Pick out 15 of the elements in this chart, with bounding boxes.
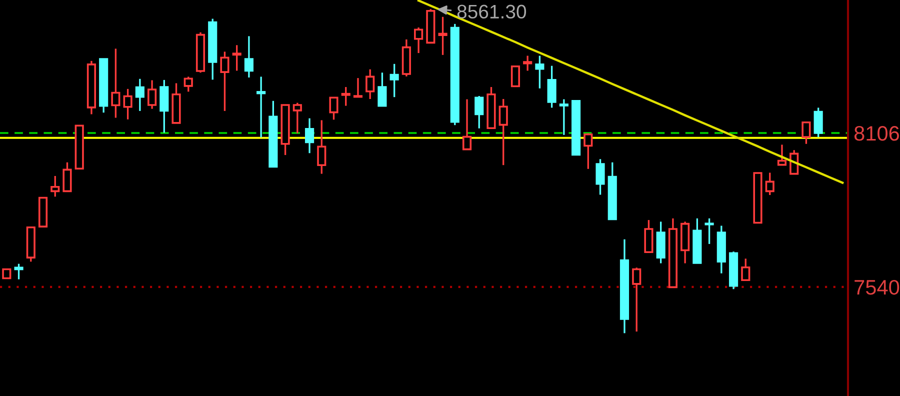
candlestick (390, 63, 399, 98)
y-tick-label: 8106 (854, 126, 899, 141)
y-tick-label: 7540 (854, 280, 900, 295)
candlestick (438, 16, 448, 56)
candlestick (147, 79, 157, 110)
candlestick (135, 78, 144, 112)
candlestick (559, 98, 568, 136)
candlestick (111, 48, 120, 119)
candlestick (523, 54, 532, 72)
candlestick (620, 238, 630, 334)
candlestick (244, 35, 254, 78)
candlestick (256, 76, 266, 138)
annotation: 8561.30 (457, 4, 526, 19)
candlestick (304, 117, 314, 154)
line-series (417, 0, 844, 184)
